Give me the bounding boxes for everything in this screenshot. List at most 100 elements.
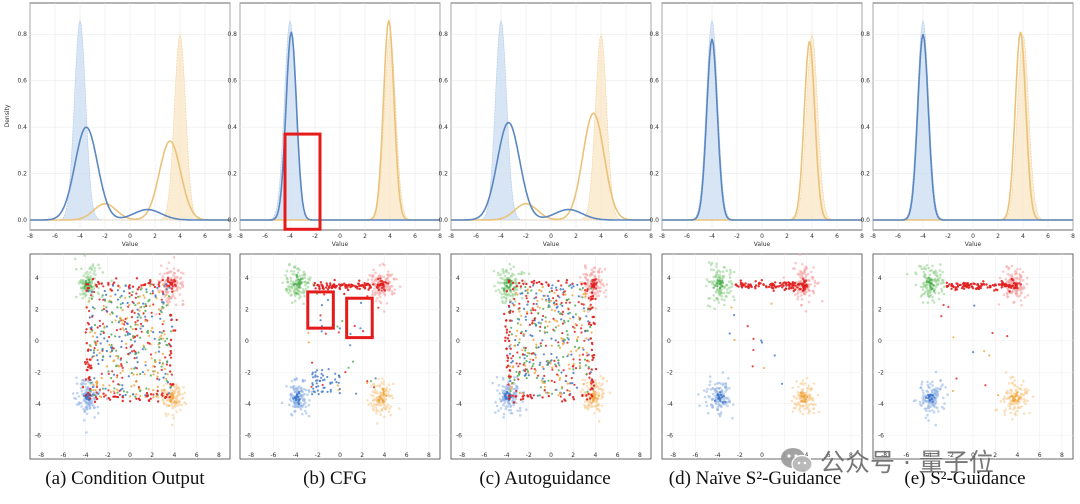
blue-cluster-point [304,405,308,409]
red-cluster-point [395,277,398,281]
guided-sample-point [119,371,122,375]
green-sample-point [88,280,91,284]
stray-sample-point [997,394,1000,397]
guided-sample-point [108,384,111,387]
bridge-sample-point [779,281,782,285]
green-cluster-point [90,281,94,284]
y-tick-label: 0.6 [438,78,448,85]
guided-sample-point [124,327,128,331]
orange-cluster-point [605,379,609,383]
green-cluster-point [304,283,307,287]
guided-sample-point [570,353,573,356]
guided-sample-point [158,359,161,362]
guided-sample-point [156,385,159,388]
blue-cluster-point [300,389,303,393]
green-sample-point [718,282,722,285]
bridge-sample-point [963,287,966,290]
guided-sample-point [575,349,578,352]
y-tick-label: -6 [245,432,251,439]
green-cluster-point [927,290,930,293]
red-cluster-point [391,293,394,296]
orange-cluster-point [809,402,813,406]
bridge-sample-point [754,287,757,290]
bridge-sample-point [350,283,353,287]
blue-cluster-point [502,378,505,381]
blue-cluster-point [920,380,924,384]
guided-sample-point [563,290,567,293]
guided-sample-point [158,331,161,334]
guided-sample-point [143,305,146,308]
green-sample-point [292,284,295,287]
guided-sample-point [524,289,527,292]
blue-cluster-point [96,405,100,409]
guided-sample-point [116,391,119,394]
edge-sample-point [157,283,160,286]
edge-sample-point [87,391,90,395]
guided-sample-point [543,374,546,377]
stray-sample-point [366,381,369,385]
bridge-sample-point [325,286,328,289]
green-cluster-point [715,265,718,268]
stray-sample-point [319,319,322,322]
guided-sample-point [512,365,515,368]
blue-cluster-point [503,386,507,389]
blue-cluster-point [516,387,519,390]
orange-cluster-point [1010,390,1014,393]
red-cluster-point [604,289,608,292]
blue-cluster-point [946,393,949,396]
bridge-sample-point [959,283,962,287]
red-cluster-point [179,287,182,290]
y-tick-label: 0.8 [860,31,870,38]
guided-sample-point [531,352,535,355]
guided-sample-point [517,378,520,381]
red-cluster-point [154,313,157,316]
green-cluster-point [732,295,735,299]
x-tick-label: 0 [338,233,342,240]
orange-cluster-point [382,383,386,386]
orange-cluster-point [391,397,394,400]
edge-sample-point [529,393,532,397]
guided-sample-point [547,379,550,382]
stray-sample-point [344,371,347,374]
blue-cluster-point [942,396,945,400]
guided-sample-point [160,307,163,310]
red-cluster-point [169,270,172,274]
edge-sample-point [85,289,88,292]
orange-cluster-point [817,410,821,414]
guided-sample-point [126,317,129,320]
bridge-sample-point [798,288,801,291]
guided-sample-point [118,286,121,289]
blue-cluster-point [719,411,723,414]
guided-sample-point [508,365,512,368]
blue-cluster-point [498,392,502,395]
guided-sample-point [158,338,161,341]
blue-cluster-point [495,375,499,379]
blue-drift-point [315,382,318,385]
green-cluster-point [928,273,932,277]
guided-sample-point [112,373,116,376]
guided-sample-point [138,336,142,339]
guided-sample-point [102,384,105,387]
edge-sample-point [168,364,172,367]
series-orange-line [451,112,651,221]
orange-cluster-point [597,382,601,385]
bridge-sample-point [771,287,774,290]
guided-sample-point [532,362,535,365]
orange-cluster-point [183,391,187,395]
green-sample-point [510,280,513,283]
green-cluster-point [503,274,507,278]
green-cluster-point [298,274,302,278]
red-cluster-point [997,303,1001,306]
guided-sample-point [528,361,531,364]
red-cluster-point [804,268,807,271]
bridge-sample-point [346,288,350,292]
guided-sample-point [101,348,104,351]
edge-sample-point [169,370,172,373]
guided-sample-point [120,294,123,297]
guided-sample-point [578,361,582,365]
orange-cluster-point [375,412,378,415]
green-cluster-point [293,265,296,269]
blue-sample-point [928,394,931,397]
stray-sample-point [372,386,376,389]
